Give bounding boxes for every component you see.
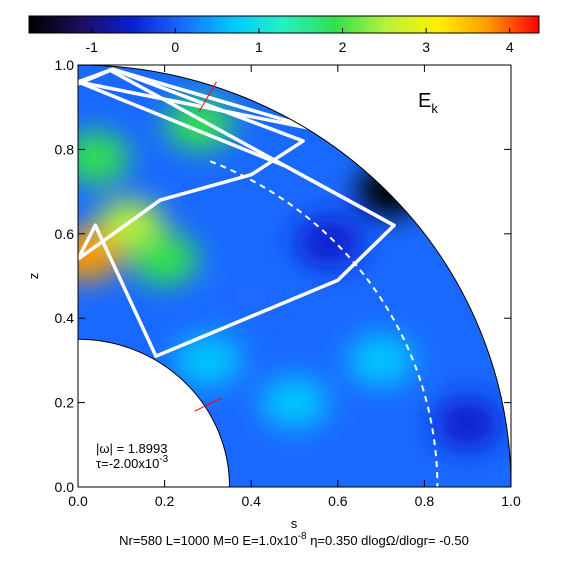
colorbar-tick-label: 1 <box>255 39 263 55</box>
field-region <box>78 65 511 487</box>
colorbar-tick-label: 2 <box>339 39 347 55</box>
footer-rest: η=0.350 dlogΩ/dlogr= -0.50 <box>307 533 469 548</box>
field-blob <box>347 334 416 387</box>
parameter-footer: Nr=580 L=1000 M=0 E=1.0x10-8 η=0.350 dlo… <box>119 531 469 548</box>
field-blob <box>78 131 130 184</box>
tau-annotation-main: τ=-2.00x10 <box>96 456 159 471</box>
ray-orbit-mid <box>107 67 395 227</box>
x-axis-ticks: 0.0 0.2 0.4 0.6 0.8 1.0 <box>68 65 521 509</box>
shell-outline <box>77 64 512 488</box>
ray-paths <box>78 67 396 358</box>
footer-exponent: -8 <box>298 531 307 542</box>
x-tick-label: 0.8 <box>415 493 435 509</box>
red-marker-bottom <box>194 397 222 412</box>
colorbar-tick-label: 0 <box>171 39 179 55</box>
tau-annotation: τ=-2.00x10-3 <box>96 454 169 471</box>
field-label: Ek <box>418 90 438 116</box>
field-blob <box>295 216 364 269</box>
y-tick-label: 0.2 <box>55 395 75 411</box>
colorbar-tick-label: 3 <box>422 39 430 55</box>
x-tick-label: 0.4 <box>241 493 261 509</box>
y-axis-ticks: 0.0 0.2 0.4 0.6 0.8 1.0 <box>55 57 511 495</box>
colorbar-ticks: -1 0 1 2 3 4 <box>85 28 514 55</box>
y-tick-label: 0.0 <box>55 479 75 495</box>
tau-annotation-exponent: -3 <box>159 454 168 465</box>
y-tick-label: 1.0 <box>55 57 75 73</box>
y-axis-label: z <box>26 273 41 280</box>
colorbar-tick-label: 4 <box>506 39 514 55</box>
field-blobs <box>78 98 502 450</box>
field-blob <box>260 376 329 429</box>
critical-latitude-dashed-circle <box>209 160 439 488</box>
axes-frame <box>77 64 512 488</box>
y-tick-label: 0.4 <box>55 310 75 326</box>
x-tick-label: 0.6 <box>328 493 348 509</box>
omega-annotation: |ω| = 1.8993 <box>96 441 167 456</box>
x-tick-label: 0.2 <box>155 493 175 509</box>
colorbar-tick-label: -1 <box>85 39 98 55</box>
red-marker-top <box>198 81 217 112</box>
field-label-subscript: k <box>431 101 438 116</box>
field-blob <box>130 233 199 286</box>
field-blob <box>433 397 502 450</box>
field-blob <box>173 334 242 387</box>
x-tick-label: 0.0 <box>68 493 88 509</box>
footer-main: Nr=580 L=1000 M=0 E=1.0x10 <box>119 533 298 548</box>
x-axis-label: s <box>291 516 298 531</box>
y-tick-label: 0.8 <box>55 141 75 157</box>
ray-orbit-main <box>78 67 396 358</box>
colorbar <box>28 15 540 34</box>
field-label-main: E <box>418 90 431 112</box>
x-tick-label: 1.0 <box>501 493 521 509</box>
y-tick-label: 0.6 <box>55 226 75 242</box>
